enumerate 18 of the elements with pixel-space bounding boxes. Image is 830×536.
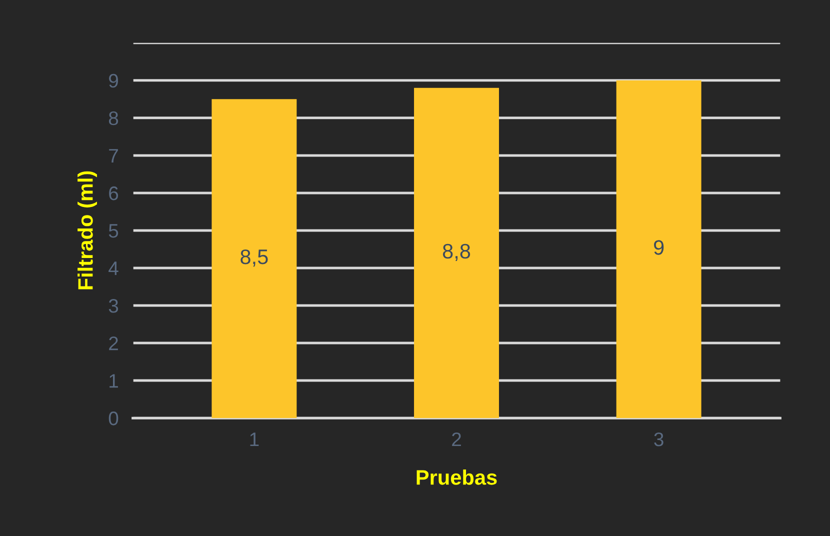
y-tick-label: 6: [109, 186, 118, 200]
y-tick-label: 8: [108, 111, 118, 126]
y-tick-label: 2: [109, 336, 118, 350]
x-tick-label: 2: [452, 432, 461, 446]
data-label: 8,5: [240, 249, 268, 267]
y-tick-label: 1: [110, 374, 118, 388]
y-axis-title: Filtrado (ml): [78, 171, 97, 290]
y-tick-label: 4: [108, 262, 118, 276]
y-tick-label: 0: [108, 412, 118, 426]
data-label: 8,8: [442, 244, 470, 262]
y-tick-label: 5: [108, 224, 118, 238]
data-label: 9: [654, 240, 664, 255]
y-tick-label: 9: [109, 74, 118, 88]
x-axis-title: Pruebas: [416, 470, 497, 485]
x-tick-label: 3: [654, 432, 664, 446]
y-tick-label: 3: [108, 298, 118, 313]
y-tick-label: 7: [109, 149, 118, 162]
x-tick-label: 1: [250, 432, 259, 446]
